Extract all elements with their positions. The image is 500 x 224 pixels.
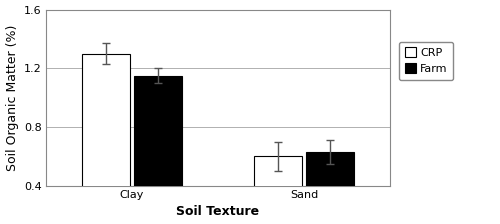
Y-axis label: Soil Organic Matter (%): Soil Organic Matter (%) xyxy=(6,24,18,171)
Bar xyxy=(82,54,130,224)
X-axis label: Soil Texture: Soil Texture xyxy=(176,205,260,218)
Bar xyxy=(134,76,182,224)
Bar xyxy=(306,152,354,224)
Bar xyxy=(254,156,302,224)
Legend: CRP, Farm: CRP, Farm xyxy=(399,41,453,80)
